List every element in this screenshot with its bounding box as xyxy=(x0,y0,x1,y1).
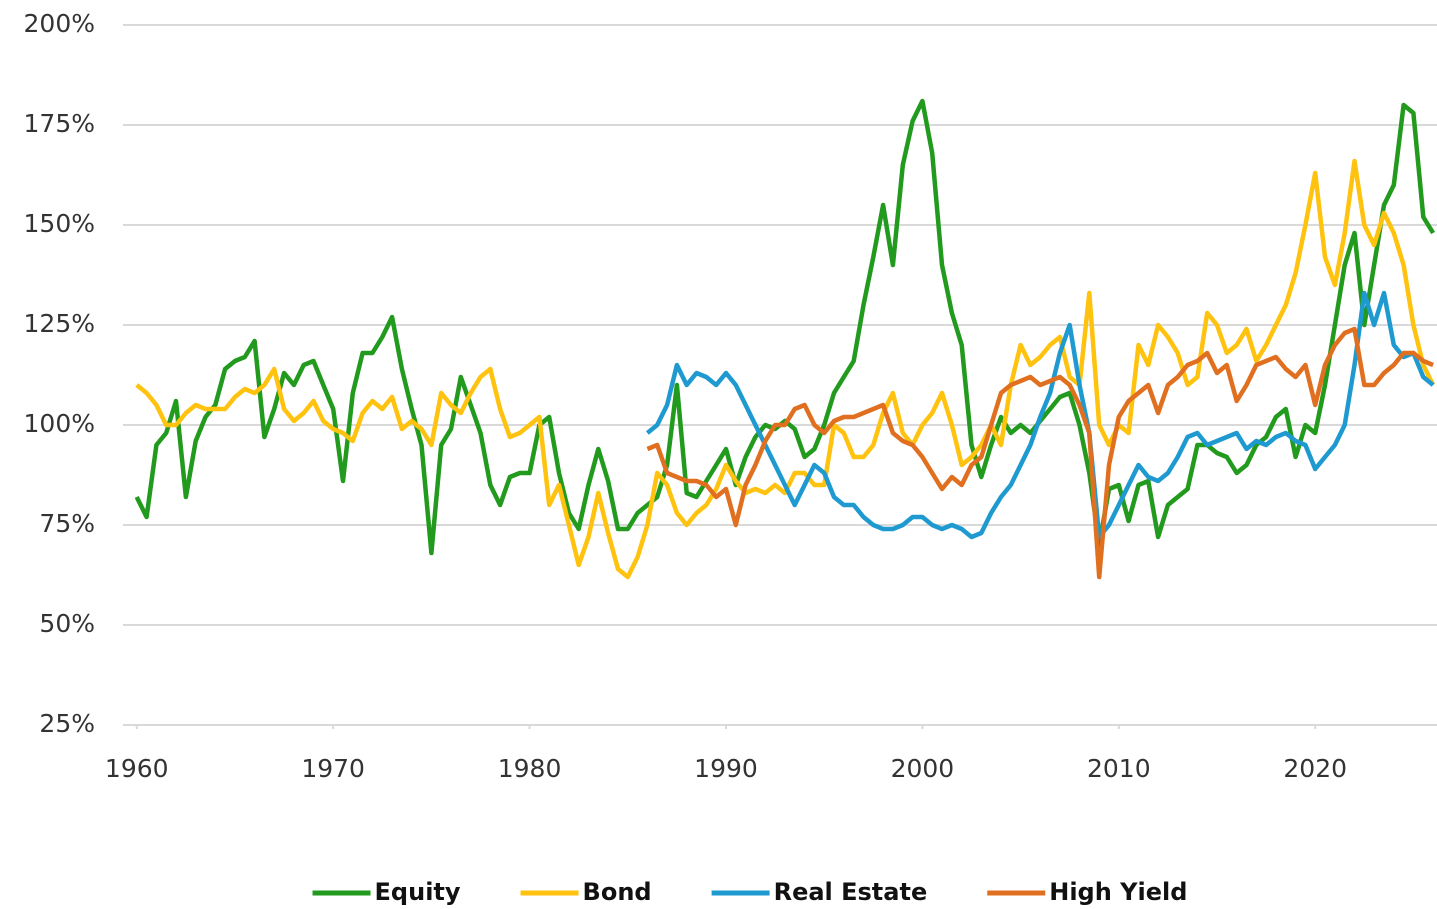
y-tick-label: 175% xyxy=(24,109,95,138)
series-line xyxy=(135,158,1436,580)
legend-label: High Yield xyxy=(1049,878,1187,906)
legend-label: Equity xyxy=(375,878,461,906)
y-tick-label: 200% xyxy=(24,9,95,38)
x-tick-label: 1980 xyxy=(498,754,562,783)
y-tick-label: 25% xyxy=(39,709,95,738)
y-tick-label: 100% xyxy=(24,409,95,438)
series-line xyxy=(646,326,1434,580)
y-tick-label: 75% xyxy=(39,509,95,538)
x-tick-label: 1960 xyxy=(105,754,169,783)
y-tick-label: 125% xyxy=(24,309,95,338)
series-line xyxy=(645,290,1435,540)
x-tick-label: 1970 xyxy=(301,754,365,783)
x-tick-label: 2010 xyxy=(1087,754,1151,783)
legend-label: Bond xyxy=(583,878,652,906)
y-tick-label: 50% xyxy=(39,609,95,638)
legend-label: Real Estate xyxy=(774,878,928,906)
y-tick-label: 150% xyxy=(24,209,95,238)
x-tick-label: 1990 xyxy=(694,754,758,783)
x-tick-label: 2020 xyxy=(1283,754,1347,783)
x-tick-label: 2000 xyxy=(891,754,955,783)
